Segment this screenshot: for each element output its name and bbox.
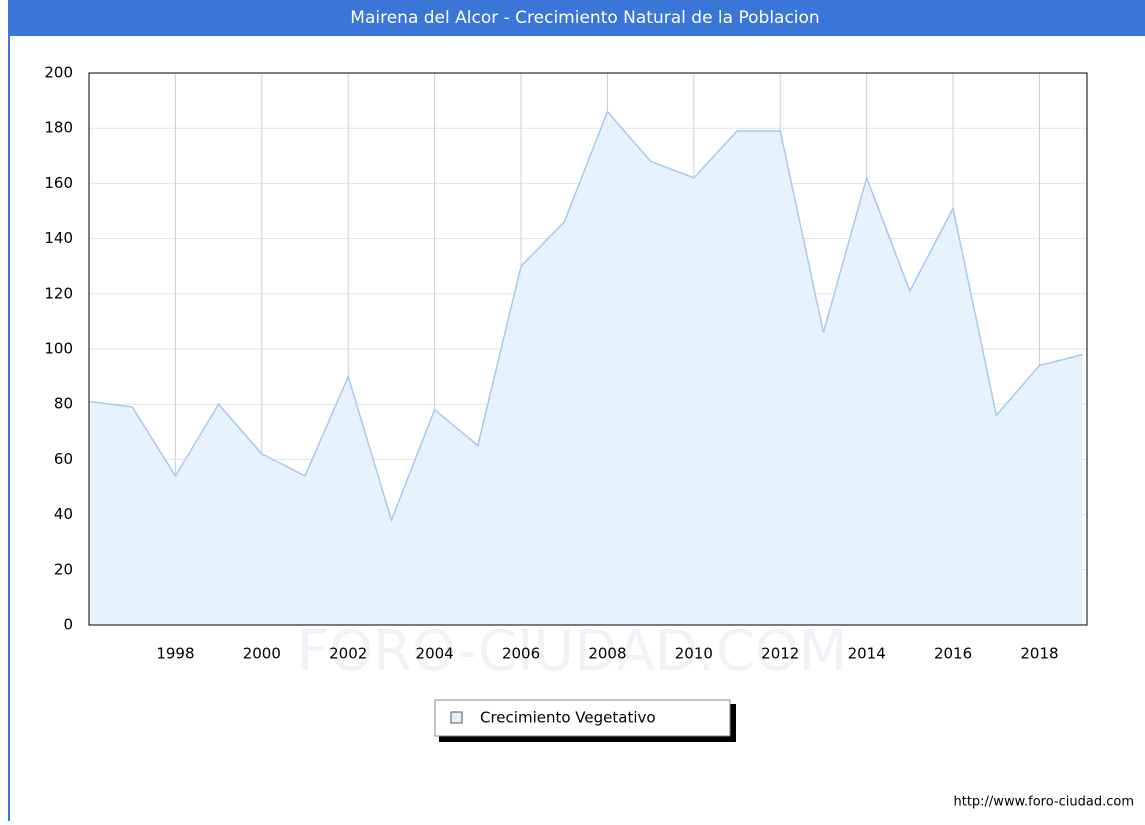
y-tick-label: 160 [44, 174, 73, 192]
chart-title: Mairena del Alcor - Crecimiento Natural … [350, 8, 819, 28]
watermark: FORO-CIUDAD.COM [297, 619, 848, 684]
line [88, 110, 1083, 523]
y-tick-label: 80 [54, 395, 73, 413]
x-tick-label: 2008 [588, 645, 626, 663]
title-bar [8, 0, 1145, 36]
y-tick-label: 180 [44, 119, 73, 137]
y-tick-label: 20 [54, 560, 73, 578]
x-tick-label: 2000 [243, 645, 281, 663]
plot-border [88, 72, 1088, 626]
x-tick-label: 2014 [848, 645, 886, 663]
legend-swatch [450, 711, 463, 724]
y-tick-label: 120 [44, 284, 73, 302]
y-tick-label: 60 [54, 450, 73, 468]
legend-box [434, 699, 731, 737]
y-tick-label: 100 [44, 340, 73, 358]
y-tick-label: 140 [44, 229, 73, 247]
x-tick-label: 2006 [502, 645, 540, 663]
y-tick-label: 200 [44, 64, 73, 82]
y-tick-label: 40 [54, 505, 73, 523]
x-tick-label: 2002 [329, 645, 367, 663]
source-url: http://www.foro-ciudad.com [953, 795, 1134, 810]
area [89, 111, 1083, 625]
x-tick-label: 2012 [761, 645, 799, 663]
x-tick-label: 2010 [675, 645, 713, 663]
x-tick-label: 1998 [156, 645, 194, 663]
left-border [8, 0, 10, 821]
y-tick-label: 0 [63, 616, 73, 634]
x-tick-label: 2016 [934, 645, 972, 663]
x-tick-label: 2018 [1020, 645, 1058, 663]
x-tick-label: 2004 [416, 645, 454, 663]
legend-label: Crecimiento Vegetativo [480, 709, 656, 727]
